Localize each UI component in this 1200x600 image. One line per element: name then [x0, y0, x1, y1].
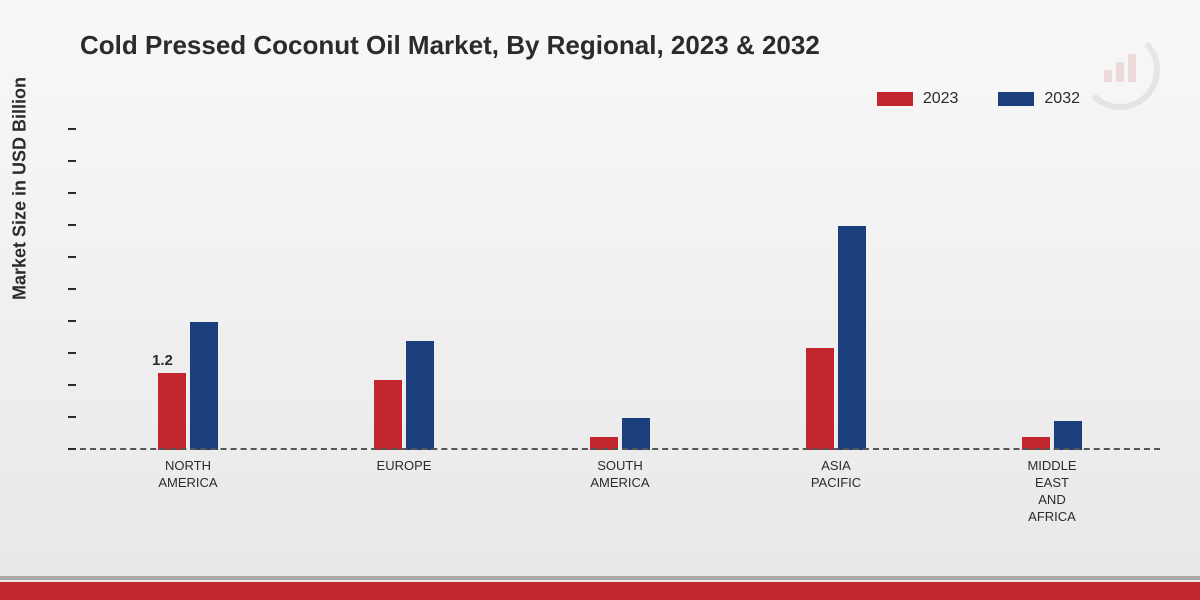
bar-2032 — [622, 418, 650, 450]
legend-label-2032: 2032 — [1044, 90, 1080, 108]
y-axis-ticks — [68, 130, 78, 450]
x-axis-baseline — [80, 448, 1160, 450]
legend-swatch-2032 — [998, 92, 1034, 106]
x-axis-category-label: NORTHAMERICA — [128, 458, 248, 526]
brand-watermark-icon — [1080, 30, 1160, 110]
legend-label-2023: 2023 — [923, 90, 959, 108]
y-tick — [68, 160, 76, 162]
bar-2023 — [374, 380, 402, 450]
legend: 2023 2032 — [877, 90, 1080, 108]
legend-item-2032: 2032 — [998, 90, 1080, 108]
y-tick — [68, 256, 76, 258]
y-axis-label: Market Size in USD Billion — [10, 77, 31, 300]
x-axis-category-label: SOUTHAMERICA — [560, 458, 680, 526]
bar-group — [374, 341, 434, 450]
bar-group — [590, 418, 650, 450]
y-tick — [68, 352, 76, 354]
y-tick — [68, 128, 76, 130]
y-tick — [68, 416, 76, 418]
chart-title: Cold Pressed Coconut Oil Market, By Regi… — [80, 30, 820, 61]
y-tick — [68, 320, 76, 322]
bar-group — [806, 226, 866, 450]
y-tick — [68, 192, 76, 194]
y-tick — [68, 288, 76, 290]
bar-value-label: 1.2 — [152, 352, 173, 369]
x-axis-category-label: MIDDLEEASTANDAFRICA — [992, 458, 1112, 526]
legend-swatch-2023 — [877, 92, 913, 106]
bar-group: 1.2 — [158, 322, 218, 450]
footer-accent-bar — [0, 582, 1200, 600]
y-tick — [68, 448, 76, 450]
plot-area: 1.2 — [80, 130, 1160, 450]
legend-item-2023: 2023 — [877, 90, 959, 108]
bar-2023 — [806, 348, 834, 450]
y-tick — [68, 384, 76, 386]
x-axis-category-label: EUROPE — [344, 458, 464, 526]
bar-group — [1022, 421, 1082, 450]
x-axis-category-label: ASIAPACIFIC — [776, 458, 896, 526]
x-axis-labels: NORTHAMERICA EUROPE SOUTHAMERICA ASIAPACIFI… — [80, 458, 1160, 526]
bar-groups: 1.2 — [80, 130, 1160, 450]
bar-2032 — [1054, 421, 1082, 450]
y-tick — [68, 224, 76, 226]
bar-2023 — [158, 373, 186, 450]
bar-2032 — [190, 322, 218, 450]
bar-2032 — [838, 226, 866, 450]
bar-2032 — [406, 341, 434, 450]
